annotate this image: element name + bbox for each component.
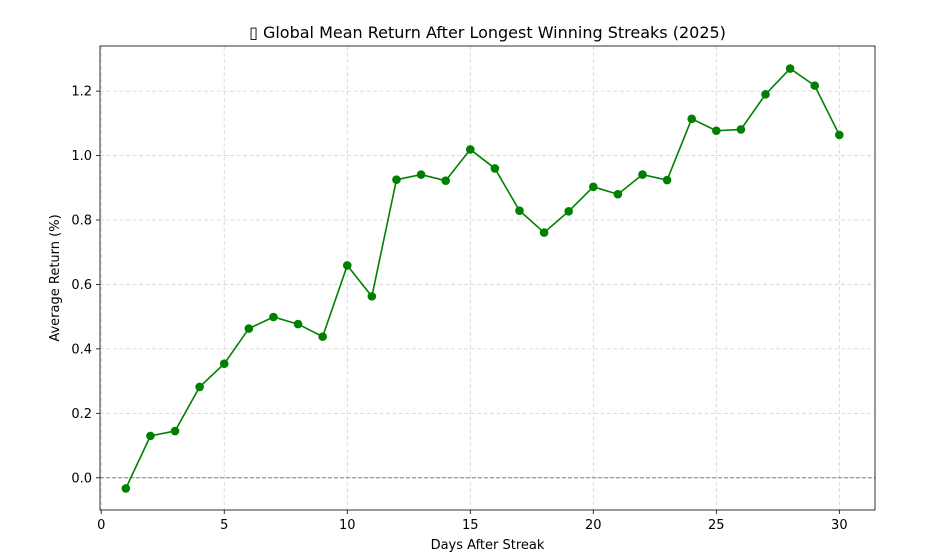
y-axis-ticks: 0.0 0.2 0.4 0.6 0.8 1.0 1.2 — [71, 85, 100, 486]
y-axis-label: Average Return (%) — [48, 214, 63, 341]
x-axis-label: Days After Streak — [431, 538, 545, 553]
data-point-day-8 — [293, 319, 303, 329]
x-tick-label-5: 25 — [708, 518, 725, 533]
data-point-day-16 — [490, 164, 500, 173]
y-tick-label-4: 0.8 — [71, 214, 92, 229]
y-tick-label-2: 0.4 — [71, 342, 92, 357]
y-tick-label-5: 1.0 — [71, 149, 92, 164]
data-point-day-24 — [687, 114, 697, 124]
data-point-day-13 — [416, 170, 426, 179]
data-point-day-14 — [441, 176, 450, 185]
x-axis-ticks: 0 5 10 15 20 25 30 — [97, 510, 848, 533]
data-point-day-22 — [638, 170, 647, 179]
data-point-day-19 — [564, 207, 573, 216]
y-tick-label-3: 0.6 — [71, 278, 92, 293]
x-tick-label-1: 5 — [220, 518, 228, 533]
data-point-day-26 — [736, 125, 746, 134]
data-point-day-7 — [269, 312, 278, 322]
data-point-day-21 — [613, 189, 623, 199]
data-point-day-2 — [146, 431, 155, 441]
x-tick-label-0: 0 — [97, 518, 105, 533]
x-tick-label-3: 15 — [462, 518, 479, 533]
grid-lines — [100, 46, 875, 510]
data-point-day-9 — [318, 332, 327, 341]
data-point-day-1 — [121, 484, 131, 493]
data-point-day-28 — [785, 64, 795, 73]
data-point-day-23 — [662, 175, 672, 185]
data-markers — [121, 64, 844, 493]
x-tick-label-2: 10 — [339, 518, 356, 533]
chart-title: ▯ Global Mean Return After Longest Winni… — [249, 23, 726, 42]
data-point-day-25 — [712, 126, 721, 136]
data-point-day-29 — [810, 81, 820, 90]
data-point-day-12 — [392, 175, 401, 185]
data-point-day-10 — [342, 261, 352, 270]
data-point-day-5 — [219, 359, 229, 369]
data-point-day-3 — [170, 426, 180, 436]
data-point-day-30 — [835, 130, 844, 140]
data-point-day-15 — [465, 145, 475, 154]
data-point-day-17 — [515, 206, 524, 215]
plot-area-frame — [99, 45, 876, 511]
y-tick-label-1: 0.2 — [71, 407, 92, 422]
data-point-day-20 — [588, 182, 598, 192]
data-point-day-11 — [367, 292, 377, 301]
x-tick-label-6: 30 — [831, 518, 848, 533]
data-point-day-18 — [539, 228, 549, 237]
y-tick-label-6: 1.2 — [71, 85, 92, 100]
data-point-day-4 — [195, 382, 204, 392]
data-point-day-27 — [761, 90, 770, 99]
data-point-day-6 — [244, 324, 254, 333]
y-tick-label-0: 0.0 — [71, 471, 92, 486]
x-tick-label-4: 20 — [585, 518, 602, 533]
